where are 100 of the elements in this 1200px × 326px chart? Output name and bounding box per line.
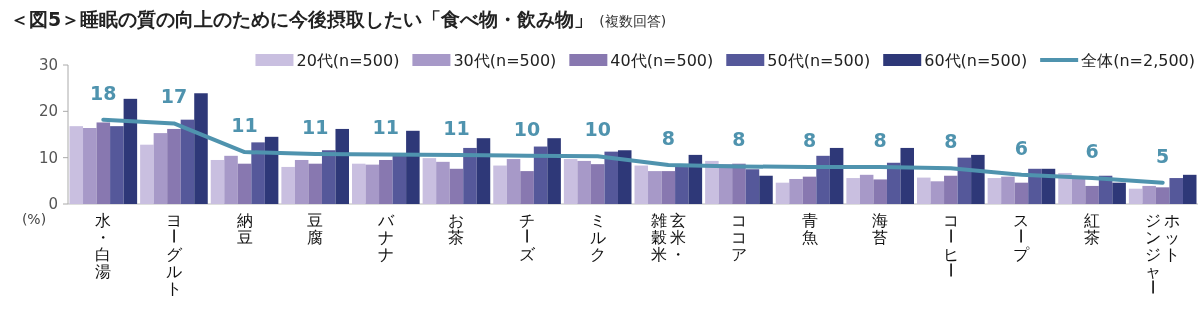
x-tick-label: ココア: [730, 211, 747, 264]
bar: [563, 159, 578, 204]
bar: [224, 155, 238, 204]
bar: [873, 179, 887, 204]
legend-label: 50代(n=500): [767, 51, 871, 70]
x-tick-label: 玄米・雑穀米: [650, 211, 686, 264]
bar: [648, 171, 662, 204]
bar: [422, 158, 437, 204]
bar: [251, 142, 265, 204]
data-label: 8: [944, 130, 958, 153]
x-tick-label: コーヒー: [940, 211, 960, 278]
bar: [675, 166, 689, 204]
bar: [365, 164, 380, 204]
bar: [1128, 188, 1143, 204]
legend-label: 20代(n=500): [296, 51, 400, 70]
bar: [816, 155, 830, 204]
bar: [1182, 174, 1197, 204]
bar: [140, 144, 154, 204]
x-tick-label: バナナ: [376, 211, 395, 264]
bar: [449, 168, 464, 204]
bar: [859, 174, 874, 204]
bar: [987, 178, 1002, 204]
data-label: 11: [372, 116, 400, 139]
bar: [802, 176, 817, 204]
bar: [194, 93, 208, 204]
bar: [281, 166, 295, 204]
chart-title: ＜図5＞睡眠の質の向上のために今後摂取したい「食べ物・飲み物」: [10, 8, 594, 30]
bar: [96, 122, 111, 204]
bar: [110, 126, 124, 204]
bar: [917, 177, 931, 204]
data-label: 18: [90, 81, 117, 104]
bar: [1169, 178, 1183, 204]
bar: [294, 159, 309, 204]
x-tick-label: 水・白湯: [95, 211, 112, 281]
bar: [493, 165, 507, 204]
data-label: 11: [231, 114, 258, 137]
data-label: 8: [873, 128, 887, 151]
chart-subtitle: (複数回答): [599, 13, 667, 29]
y-tick-label: 20: [38, 102, 58, 121]
bar: [604, 151, 618, 204]
bar: [1001, 176, 1015, 204]
data-label: 17: [160, 85, 188, 108]
bar: [463, 147, 477, 204]
bar: [520, 171, 534, 204]
x-tick-label: ミルク: [589, 211, 606, 264]
bar: [759, 175, 773, 204]
x-tick-label: 豆腐: [307, 211, 324, 247]
y-axis-title: (%): [21, 211, 47, 227]
bar: [83, 128, 97, 204]
bar: [123, 98, 138, 204]
data-label: 10: [584, 118, 611, 141]
bar: [547, 138, 561, 204]
x-tick-label: 納豆: [236, 211, 253, 247]
bar: [971, 154, 985, 204]
bar: [846, 178, 860, 204]
bar: [352, 163, 366, 204]
data-label: 8: [661, 127, 675, 150]
y-tick-label: 0: [48, 195, 58, 213]
bar: [1112, 182, 1126, 204]
bar: [1142, 185, 1156, 204]
legend-label: 全体(n=2,500): [1081, 51, 1195, 70]
bar: [335, 128, 349, 204]
bar: [745, 169, 760, 204]
bar: [308, 163, 322, 204]
x-tick-label: スープ: [1011, 211, 1031, 264]
x-tick-label: 海苔: [872, 211, 889, 247]
bar: [506, 159, 521, 204]
bar: [69, 126, 84, 204]
bar: [476, 138, 491, 204]
bar: [930, 181, 945, 204]
bar: [167, 128, 181, 204]
y-tick-label: 10: [38, 148, 58, 167]
bar: [577, 160, 591, 204]
bar: [264, 136, 279, 204]
x-tick-label: ヨーグルト: [163, 211, 183, 298]
data-label: 10: [513, 117, 541, 140]
bar: [180, 119, 195, 204]
bar: [1155, 187, 1170, 204]
bar: [1014, 182, 1029, 204]
bar: [406, 130, 420, 204]
data-label: 8: [802, 128, 817, 151]
data-label: 5: [1156, 144, 1170, 167]
bar: [634, 165, 649, 204]
bar: [210, 159, 225, 204]
y-tick-label: 30: [38, 56, 58, 74]
bar: [1085, 185, 1099, 204]
bar: [392, 155, 407, 204]
bar: [732, 163, 746, 204]
bar: [379, 159, 393, 204]
bar: [153, 133, 168, 204]
bar: [661, 171, 676, 204]
legend-label: 60代(n=500): [924, 51, 1028, 70]
data-label: 6: [1014, 136, 1029, 159]
bar: [705, 160, 719, 204]
x-tick-label: ホットジンジャー: [1143, 211, 1181, 295]
bar: [617, 150, 632, 204]
x-tick-label: チーズ: [517, 211, 537, 264]
bar: [590, 164, 605, 204]
data-label: 6: [1085, 140, 1099, 163]
bar: [237, 163, 252, 204]
